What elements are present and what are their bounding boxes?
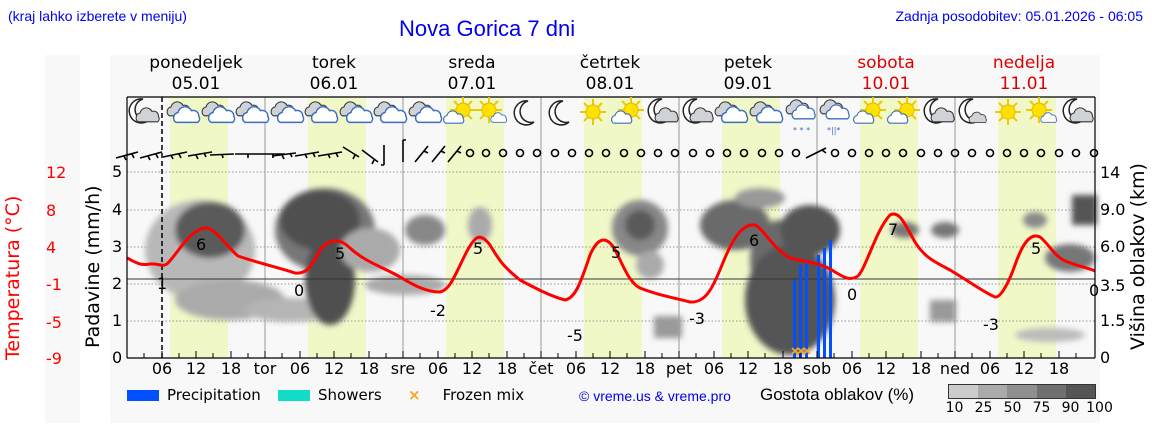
- x-tick: sob: [802, 359, 832, 378]
- x-tick: 12: [599, 359, 621, 378]
- svg-text:5: 5: [473, 239, 483, 258]
- precip-tick: 4: [112, 200, 123, 219]
- x-tick: 12: [875, 359, 897, 378]
- x-tick: 12: [737, 359, 759, 378]
- svg-text:7: 7: [888, 220, 898, 239]
- x-tick: ned: [939, 359, 971, 378]
- x-tick: 06: [151, 359, 173, 378]
- svg-text:* * *: * * *: [793, 126, 810, 135]
- svg-text:-5: -5: [567, 326, 583, 345]
- temp-tick: 8: [46, 201, 57, 220]
- legend-precipitation: Precipitation: [127, 386, 261, 404]
- temperature-curve: [126, 212, 1096, 304]
- weather-icons-row: * * * *||*: [128, 96, 1094, 135]
- temp-extreme-labels: 1 6 0 5 -2 5 -5 5 -3 6 0 7 -3 5 0: [157, 220, 1099, 345]
- cloud-tick: 3.5: [1100, 276, 1126, 295]
- frozen-mix-icon: ×: [408, 386, 421, 404]
- x-tick: 18: [358, 359, 380, 378]
- x-tick: 06: [565, 359, 587, 378]
- temp-axis-panel: [45, 55, 80, 423]
- x-tick: 06: [289, 359, 311, 378]
- copyright-link[interactable]: © vreme.us & vreme.pro: [579, 388, 731, 404]
- x-tick: 12: [323, 359, 345, 378]
- x-tick: sre: [390, 359, 416, 378]
- x-tick: 18: [634, 359, 656, 378]
- day-label-wednesday: sreda 07.01: [447, 53, 497, 94]
- day-label-monday: ponedeljek 05.01: [149, 53, 243, 94]
- day-label-tuesday: torek 06.01: [309, 53, 359, 94]
- x-tick: čet: [528, 359, 554, 378]
- cloud-tick: 9.0: [1100, 200, 1126, 219]
- svg-text:6: 6: [196, 235, 206, 254]
- day-label-saturday: sobota 10.01: [857, 53, 915, 94]
- svg-text:5: 5: [611, 243, 621, 262]
- showers-swatch: [278, 389, 310, 401]
- x-tick: 18: [496, 359, 518, 378]
- frozen-mix-markers: [791, 347, 811, 355]
- cloud-density-scale-labels: 10 25 50 75 90 100: [945, 400, 1113, 416]
- location-hint-link[interactable]: (kraj lahko izberete v meniju): [8, 8, 187, 24]
- x-tick: tor: [253, 359, 277, 378]
- x-tick: 06: [979, 359, 1001, 378]
- calm-wind-markers: [465, 148, 1099, 158]
- x-tick: 12: [1013, 359, 1035, 378]
- svg-text:-2: -2: [430, 301, 446, 320]
- x-tick: 12: [185, 359, 207, 378]
- temp-tick: 12: [46, 163, 67, 182]
- hour-ticks: [143, 351, 1077, 358]
- svg-text:5: 5: [1031, 239, 1041, 258]
- svg-text:-3: -3: [983, 315, 999, 334]
- x-tick: 18: [220, 359, 242, 378]
- cloud-density-blobs: [145, 188, 1097, 355]
- x-tick: 12: [461, 359, 483, 378]
- x-tick: 18: [1048, 359, 1070, 378]
- precip-tick: 1: [112, 311, 123, 330]
- precip-tick: 5: [112, 162, 123, 181]
- svg-text:0: 0: [1089, 281, 1099, 300]
- cloud-tick: 0: [1100, 348, 1111, 367]
- temp-tick: 4: [46, 238, 57, 257]
- x-tick: 18: [910, 359, 932, 378]
- page-title: Nova Gorica 7 dni: [399, 16, 576, 41]
- cloud-tick: 6.0: [1100, 237, 1126, 256]
- cloud-density-title: Gostota oblakov (%): [760, 385, 915, 404]
- x-tick: 06: [841, 359, 863, 378]
- svg-text:0: 0: [847, 285, 857, 304]
- temp-tick: -9: [46, 349, 62, 368]
- cloud-tick: 14: [1100, 163, 1121, 182]
- precip-tick: 2: [112, 274, 123, 293]
- last-update-text: Zadnja posodobitev: 05.01.2026 - 06:05: [895, 8, 1143, 24]
- cloud-tick: 1.5: [1100, 311, 1126, 330]
- legend-showers: Showers: [278, 386, 382, 404]
- svg-text:5: 5: [335, 244, 345, 263]
- temp-tick: -5: [46, 313, 62, 332]
- svg-text:6: 6: [749, 231, 759, 250]
- precip-tick: 3: [112, 237, 123, 256]
- x-tick: 06: [703, 359, 725, 378]
- precipitation-bars: [793, 240, 832, 358]
- svg-text:0: 0: [294, 281, 304, 300]
- day-label-friday: petek 09.01: [723, 53, 773, 94]
- x-tick: pet: [665, 359, 693, 378]
- day-label-thursday: četrtek 08.01: [579, 53, 641, 94]
- svg-text:*||*: *||*: [827, 126, 840, 135]
- cloud-density-scale: [948, 384, 1096, 399]
- legend-frozen-mix: × Frozen mix: [408, 386, 525, 404]
- precip-tick: 0: [112, 348, 123, 367]
- temp-tick: -1: [46, 275, 62, 294]
- day-label-sunday: nedelja 11.01: [992, 53, 1056, 94]
- wind-barbs-row: [115, 139, 827, 166]
- x-tick: 18: [772, 359, 794, 378]
- x-tick: 06: [427, 359, 449, 378]
- svg-text:-3: -3: [689, 309, 705, 328]
- precipitation-swatch: [127, 389, 159, 401]
- svg-text:1: 1: [157, 274, 167, 293]
